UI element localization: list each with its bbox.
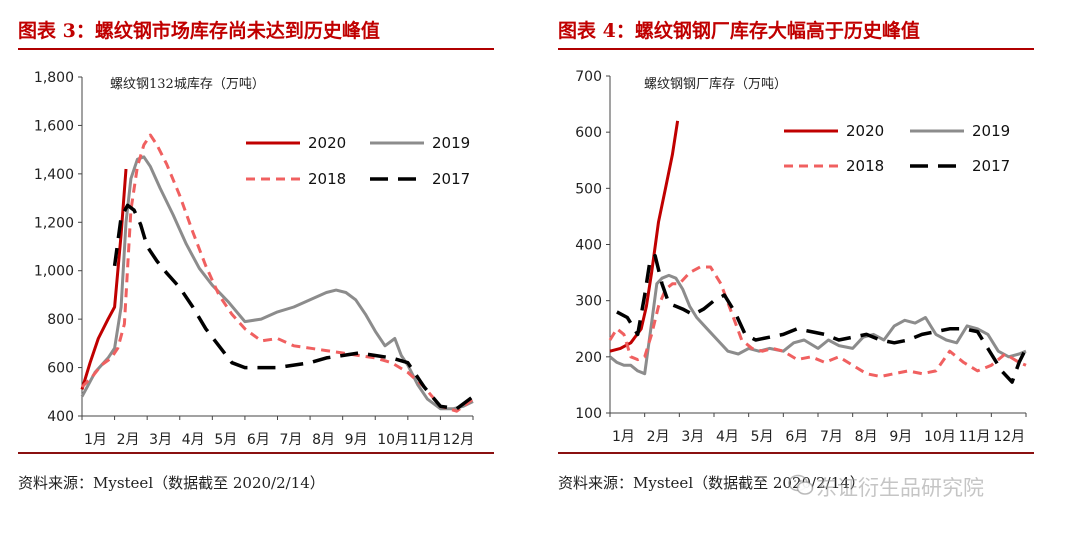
x-tick-label: 3月	[149, 432, 172, 448]
x-tick-label: 10月	[924, 429, 956, 445]
y-tick-label: 100	[575, 406, 602, 422]
x-tick-label: 7月	[280, 432, 303, 448]
wechat-icon	[788, 474, 814, 495]
figure-4: 图表 4：螺纹钢钢厂库存大幅高于历史峰值 100 200 300 400 500 600 7…	[558, 0, 1078, 533]
x-tick-label: 9月	[889, 429, 912, 445]
legend-label-2017: 2017	[972, 157, 1010, 175]
legend-label-2018: 2018	[308, 170, 346, 188]
legend-label-2019: 2019	[972, 122, 1010, 140]
source-rule	[18, 452, 494, 454]
legend-label-2017: 2017	[432, 170, 470, 188]
x-tick-label: 6月	[785, 429, 808, 445]
series-line-2018	[608, 265, 1027, 378]
series-line-2019	[80, 155, 474, 411]
series-line-2018	[80, 133, 474, 413]
x-tick-label: 1月	[84, 432, 107, 448]
x-tick-label: 10月	[377, 432, 409, 448]
x-tick-label: 2月	[647, 429, 670, 445]
y-tick-label: 1,400	[34, 167, 74, 183]
y-tick-label: 500	[575, 181, 602, 197]
y-tick-label: 700	[575, 69, 602, 85]
x-tick-label: 12月	[993, 429, 1025, 445]
figure-title: 图表 4：螺纹钢钢厂库存大幅高于历史峰值	[558, 20, 920, 42]
legend-label-2020: 2020	[846, 122, 884, 140]
title-rule	[558, 48, 1034, 50]
y-tick-label: 400	[575, 238, 602, 254]
x-tick-label: 2月	[117, 432, 140, 448]
figure-title: 图表 3：螺纹钢市场库存尚未达到历史峰值	[18, 20, 380, 42]
x-tick-label: 7月	[820, 429, 843, 445]
x-tick-label: 12月	[442, 432, 474, 448]
y-tick-label: 800	[47, 312, 74, 328]
x-tick-label: 5月	[751, 429, 774, 445]
series-line-2017	[616, 253, 1028, 384]
series-line-2020	[609, 120, 680, 353]
y-tick-label: 200	[575, 350, 602, 366]
source-note: 资料来源：Mysteel（数据截至 2020/2/14）	[18, 474, 325, 492]
legend-label-2020: 2020	[308, 134, 346, 152]
x-tick-label: 8月	[855, 429, 878, 445]
y-tick-label: 300	[575, 294, 602, 310]
inventory-chart-steel-mills: 100 200 300 400 500 600 700 1月 2月 3月 4月 5月 6月 7月 8月 9月 1…	[575, 69, 1028, 445]
legend-label-2019: 2019	[432, 134, 470, 152]
watermark-label: 东证衍生品研究院	[816, 476, 984, 500]
y-tick-label: 600	[575, 125, 602, 141]
source-note: 资料来源：Mysteel（数据截至 2020/2/14）	[558, 474, 865, 492]
x-tick-label: 9月	[345, 432, 368, 448]
watermark-text: 东证衍生品研究院	[782, 472, 984, 502]
figure-3: 图表 3：螺纹钢市场库存尚未达到历史峰值 400 600 800 1,000 1,200…	[18, 0, 538, 533]
x-tick-label: 11月	[959, 429, 991, 445]
axis-unit-label: 螺纹钢132城库存（万吨）	[110, 76, 265, 92]
x-tick-label: 4月	[716, 429, 739, 445]
series-line-2019	[609, 273, 1027, 376]
series-line-2017	[112, 203, 475, 411]
x-tick-label: 1月	[612, 429, 635, 445]
legend-label-2018: 2018	[846, 157, 884, 175]
x-tick-label: 6月	[247, 432, 270, 448]
x-tick-label: 8月	[312, 432, 335, 448]
inventory-chart-132-cities: 400 600 800 1,000 1,200 1,400 1,600 1,800 1月 2月 3月…	[34, 70, 475, 448]
y-tick-label: 1,200	[34, 215, 74, 231]
x-tick-label: 5月	[214, 432, 237, 448]
x-tick-label: 4月	[182, 432, 205, 448]
series-line-2020	[80, 168, 128, 390]
x-tick-label: 3月	[681, 429, 704, 445]
y-tick-label: 600	[47, 361, 74, 377]
y-tick-label: 1,800	[34, 70, 74, 86]
source-rule	[558, 452, 1034, 454]
y-tick-label: 400	[47, 409, 74, 425]
axis-unit-label: 螺纹钢钢厂库存（万吨）	[644, 76, 787, 92]
y-tick-label: 1,000	[34, 264, 74, 280]
x-tick-label: 11月	[410, 432, 442, 448]
y-tick-label: 1,600	[34, 118, 74, 134]
title-rule	[18, 48, 494, 50]
